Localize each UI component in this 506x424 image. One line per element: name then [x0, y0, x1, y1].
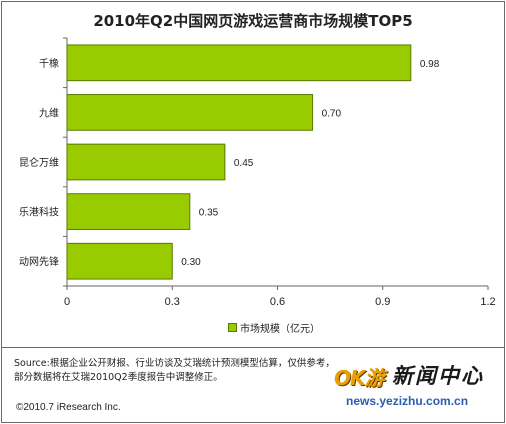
category-label: 动网先锋 [19, 255, 59, 268]
bar [66, 44, 412, 82]
bar-chart: 0 0.3 0.6 0.9 1.2 千橡 0.98 九维 0.70 昆仑万维 0.45 乐港科技 0.3… [19, 37, 496, 308]
x-tick-label: 0.9 [375, 296, 390, 308]
watermark-logo: OK游 新闻中心 news.yezizhu.com.cn [334, 358, 502, 414]
legend-swatch [228, 322, 237, 332]
category-label: 九维 [39, 106, 59, 119]
chart-title: 2010年Q2中国网页游戏运营商市场规模TOP5 [93, 12, 413, 30]
watermark-name: 新闻中心 [392, 363, 484, 388]
x-tick-label: 1.2 [480, 296, 495, 308]
data-label: 0.30 [181, 257, 201, 268]
data-label: 0.70 [322, 108, 342, 119]
copyright: ©2010.7 iResearch Inc. [16, 402, 121, 413]
data-label: 0.45 [234, 158, 254, 169]
x-tick-label: 0 [64, 296, 70, 308]
x-tick-label: 0.6 [270, 296, 285, 308]
category-label: 乐港科技 [19, 206, 59, 219]
data-label: 0.35 [199, 208, 219, 219]
legend-label: 市场规模（亿元） [240, 323, 320, 335]
bar [66, 193, 191, 230]
watermark-badge: OK游 [334, 366, 385, 390]
bar [66, 143, 226, 181]
category-label: 昆仑万维 [19, 156, 59, 169]
bar [66, 242, 173, 280]
footer-divider [2, 347, 504, 348]
category-label: 千橡 [39, 57, 59, 70]
x-tick-label: 0.3 [165, 296, 180, 308]
legend: 市场规模（亿元） [228, 320, 320, 335]
data-label: 0.98 [420, 59, 440, 70]
watermark-url: news.yezizhu.com.cn [346, 394, 469, 408]
bar [66, 94, 314, 131]
source-note: Source:根据企业公开财报、行业访谈及艾瑞统计预测模型估算，仅供参考，部分数… [14, 358, 335, 383]
